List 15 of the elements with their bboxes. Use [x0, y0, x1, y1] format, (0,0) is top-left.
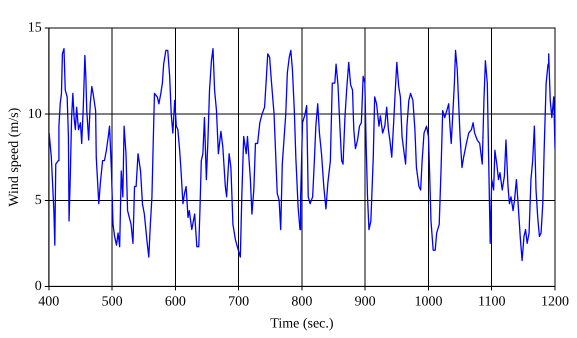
x-tick-label: 1200	[541, 294, 569, 310]
y-tick-label: 0	[34, 279, 42, 294]
x-tick-label: 700	[228, 294, 250, 310]
x-tick-label: 400	[38, 294, 60, 310]
x-axis-title: Time (sec.)	[270, 316, 334, 332]
x-tick-label: 800	[291, 294, 312, 310]
x-tick-label: 600	[164, 294, 186, 310]
y-tick-label: 5	[34, 192, 42, 208]
y-axis-title: Wind speed (m/s)	[7, 107, 22, 207]
y-tick-label: 10	[28, 106, 42, 122]
x-tick-label: 1100	[478, 294, 506, 310]
x-tick-label: 500	[102, 294, 123, 310]
y-tick-label: 15	[28, 20, 42, 36]
x-tick-label: 1000	[414, 294, 442, 310]
x-tick-label: 900	[354, 294, 376, 310]
